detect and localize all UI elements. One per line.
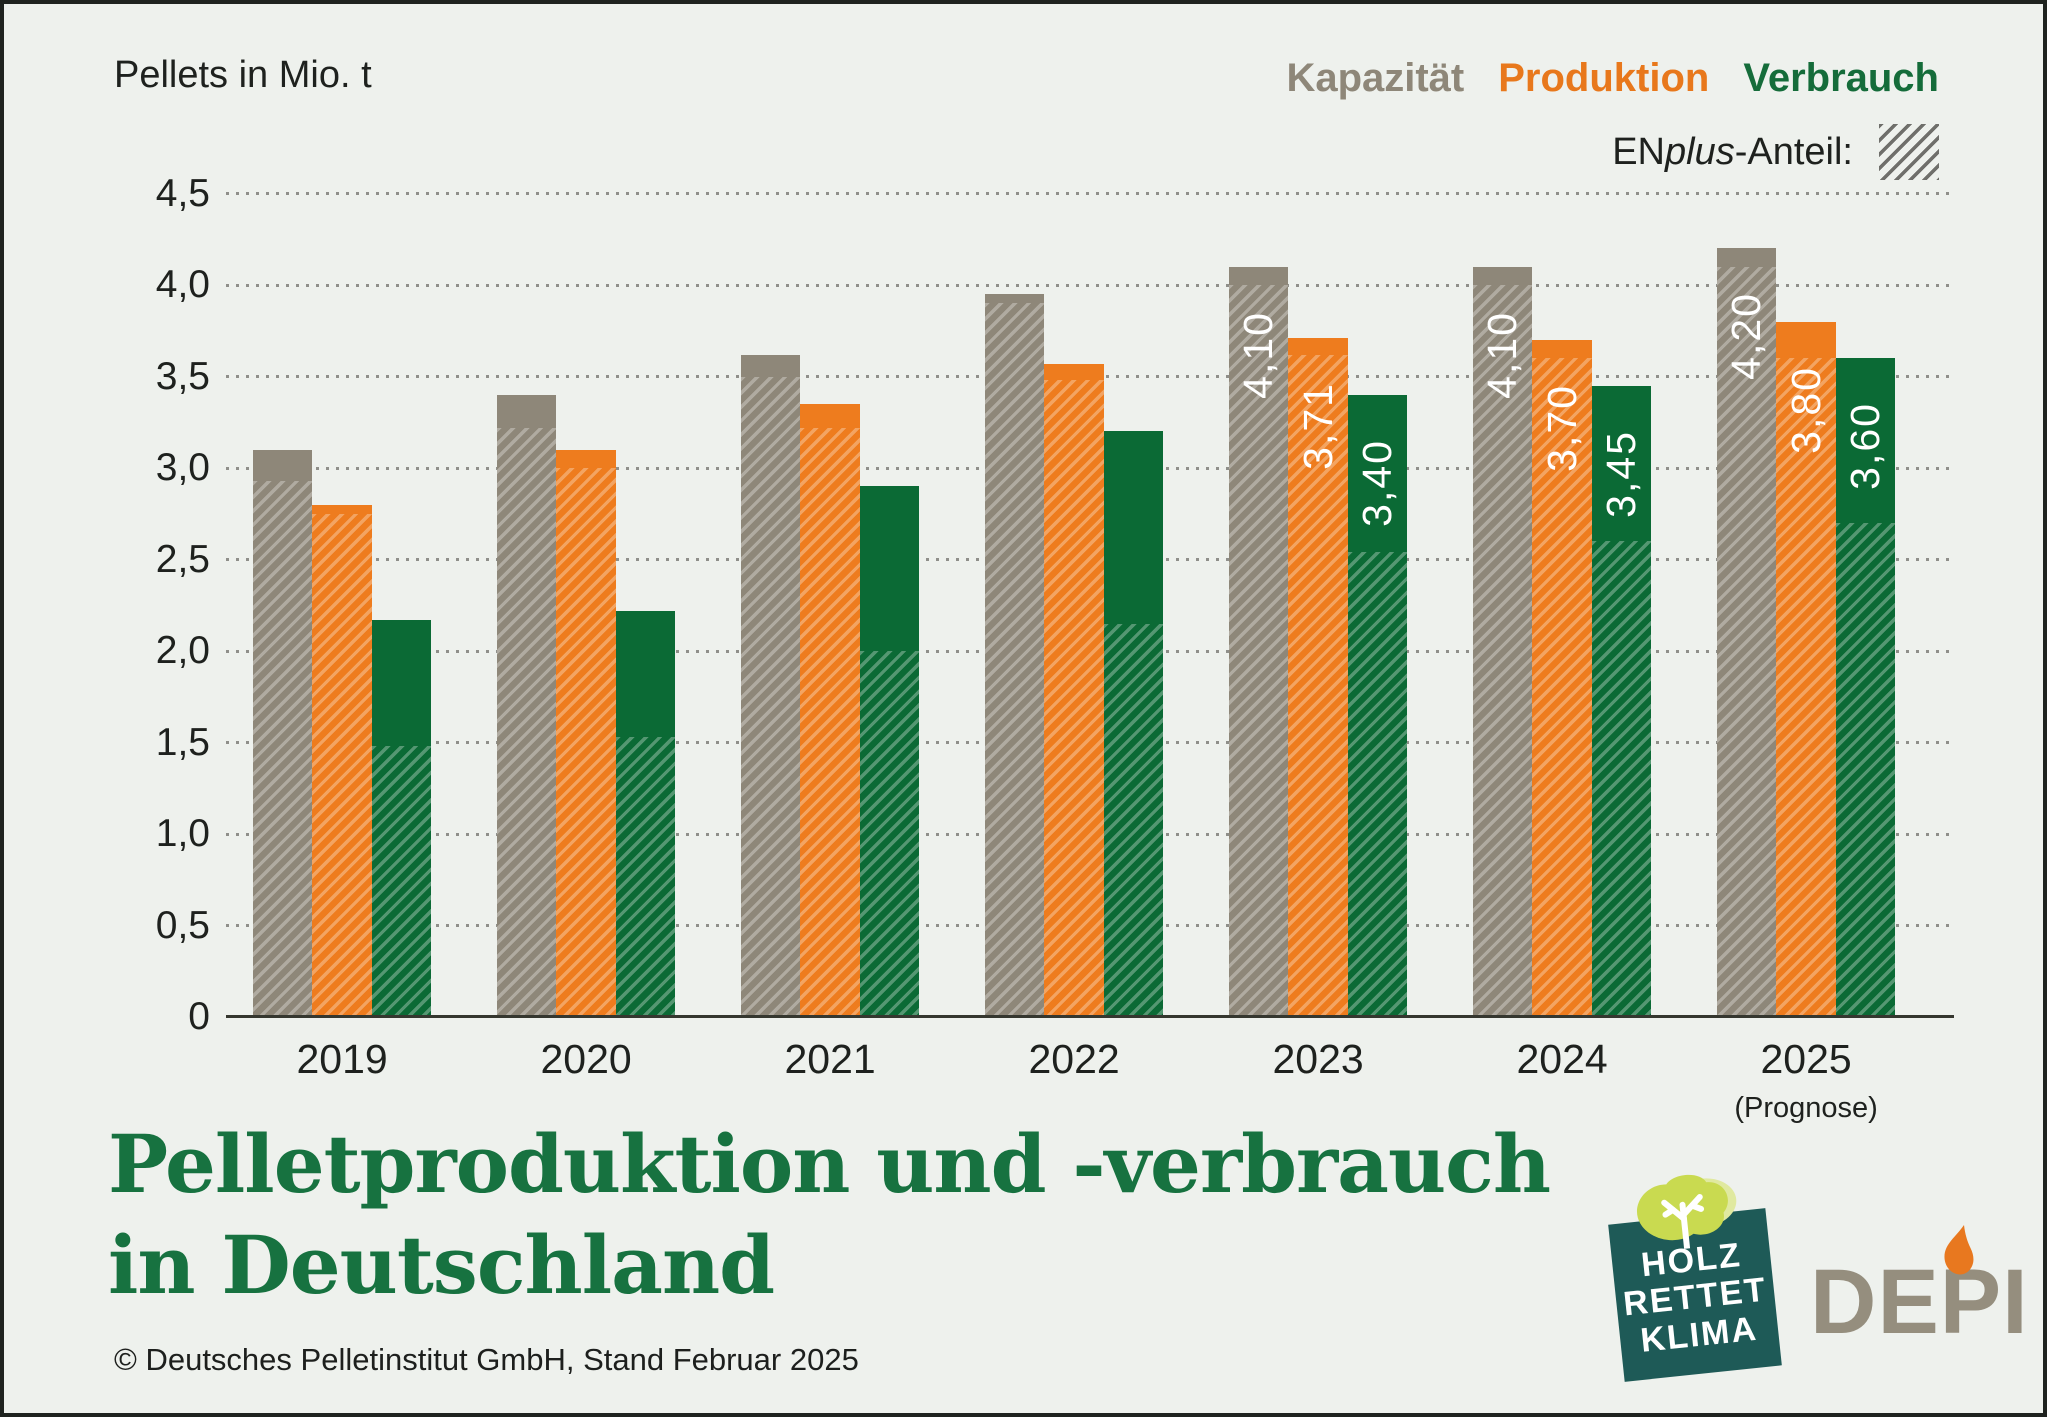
- enplus-hatch-produktion-2025: [1776, 358, 1836, 1017]
- enplus-legend-label: ENplus-Anteil:: [1612, 130, 1853, 173]
- bar-value-produktion-2024: 3,70: [1538, 383, 1585, 472]
- bar-value-kapazitaet-2025: 4,20: [1723, 292, 1770, 381]
- x-tick-2022: 2022: [1028, 1036, 1120, 1082]
- bar-verbrauch-2024: 3,45: [1591, 385, 1652, 1017]
- x-axis-line: [226, 1015, 1954, 1018]
- enplus-hatch-produktion-2019: [312, 513, 372, 1017]
- bar-kapazitaet-2019: [253, 449, 313, 1017]
- depi-logo: DEPI: [1810, 1225, 2029, 1353]
- bar-produktion-2019: [312, 504, 372, 1017]
- y-tick-1,0: 1,0: [155, 812, 210, 855]
- bar-verbrauch-2023: 3,40: [1347, 394, 1408, 1017]
- bar-kapazitaet-2023: 4,10: [1229, 266, 1289, 1017]
- enplus-hatch-verbrauch-2023: [1347, 552, 1408, 1017]
- chart-title-line2: in Deutschland: [108, 1217, 775, 1312]
- tree-crown-icon: [1636, 1175, 1737, 1252]
- enplus-hatch-produktion-2021: [800, 427, 860, 1017]
- bar-produktion-2021: [800, 403, 860, 1017]
- copyright-credit: © Deutsches Pelletinstitut GmbH, Stand F…: [114, 1342, 859, 1377]
- x-tick-2019: 2019: [296, 1036, 388, 1082]
- enplus-hatch-produktion-2020: [556, 468, 616, 1017]
- enplus-hatch-kapazitaet-2021: [741, 376, 801, 1017]
- enplus-hatch-kapazitaet-2020: [497, 427, 557, 1017]
- chart-title: Pelletproduktion und -verbrauch in Deuts…: [108, 1114, 1551, 1316]
- bar-verbrauch-2021: [859, 486, 920, 1017]
- enplus-hatch-kapazitaet-2019: [253, 480, 313, 1017]
- bar-produktion-2024: 3,70: [1532, 339, 1592, 1017]
- y-tick-3,0: 3,0: [155, 446, 210, 489]
- y-tick-3,5: 3,5: [155, 354, 210, 398]
- bar-verbrauch-2020: [615, 610, 676, 1017]
- y-tick-2,5: 2,5: [155, 537, 210, 581]
- bar-kapazitaet-2020: [497, 394, 557, 1017]
- y-axis-unit-label: Pellets in Mio. t: [114, 54, 372, 96]
- legend: Kapazität Produktion Verbrauch: [1286, 56, 1939, 101]
- chart-title-line1: Pelletproduktion und -verbrauch: [108, 1117, 1551, 1211]
- enplus-hatch-verbrauch-2019: [371, 746, 432, 1017]
- enplus-legend: ENplus-Anteil:: [1612, 124, 1939, 180]
- enplus-hatch-verbrauch-2020: [615, 737, 676, 1017]
- bar-value-produktion-2023: 3,71: [1294, 382, 1341, 470]
- x-tick-note-prognose: (Prognose): [1734, 1092, 1878, 1124]
- bar-kapazitaet-2024: 4,10: [1473, 266, 1533, 1017]
- y-tick-2,0: 2,0: [155, 629, 210, 672]
- bar-verbrauch-2025: 3,60: [1835, 358, 1896, 1017]
- bar-value-verbrauch-2023: 3,40: [1353, 438, 1400, 527]
- y-tick-4,0: 4,0: [155, 263, 210, 306]
- bar-value-produktion-2025: 3,80: [1782, 365, 1829, 454]
- x-tick-2025: 2025: [1760, 1036, 1852, 1082]
- hrk-logo-text: HOLZ RETTET KLIMA: [1621, 1236, 1769, 1360]
- enplus-hatch-kapazitaet-2025: [1717, 266, 1777, 1017]
- enplus-hatch-kapazitaet-2023: [1229, 285, 1289, 1017]
- enplus-hatch-kapazitaet-2024: [1473, 285, 1533, 1017]
- enplus-hatch-kapazitaet-2022: [985, 303, 1045, 1017]
- plot-area: 4,10 3,71 3,40 4,10 3,70 3,45 4,20 3,80 3,60: [226, 192, 1954, 1017]
- gridline-4,0: [226, 283, 1954, 287]
- enplus-hatch-verbrauch-2021: [859, 651, 920, 1017]
- enplus-hatch-produktion-2022: [1044, 380, 1104, 1017]
- legend-item-produktion: Produktion: [1498, 56, 1710, 100]
- bar-value-verbrauch-2024: 3,45: [1597, 429, 1644, 518]
- bar-kapazitaet-2022: [985, 294, 1045, 1017]
- enplus-hatch-swatch: [1879, 124, 1939, 180]
- enplus-hatch-verbrauch-2024: [1591, 541, 1652, 1017]
- gridline-4,5: [226, 192, 1954, 195]
- legend-item-kapazitaet: Kapazität: [1286, 56, 1465, 100]
- x-tick-2024: 2024: [1516, 1036, 1608, 1082]
- bar-produktion-2023: 3,71: [1288, 338, 1348, 1017]
- bar-produktion-2020: [556, 449, 616, 1017]
- bar-value-kapazitaet-2023: 4,10: [1235, 310, 1282, 399]
- x-tick-2021: 2021: [784, 1036, 876, 1082]
- depi-logo-text: DEPI: [1810, 1251, 2029, 1353]
- flame-icon: [1944, 1225, 1974, 1275]
- legend-item-verbrauch: Verbrauch: [1743, 56, 1939, 100]
- x-tick-2023: 2023: [1272, 1036, 1364, 1082]
- bar-produktion-2025: 3,80: [1776, 321, 1836, 1017]
- bar-produktion-2022: [1044, 363, 1104, 1017]
- bar-verbrauch-2022: [1103, 431, 1164, 1017]
- y-tick-4,5: 4,5: [155, 171, 210, 215]
- y-tick-1,5: 1,5: [155, 720, 210, 764]
- enplus-hatch-produktion-2024: [1532, 358, 1592, 1017]
- enplus-hatch-verbrauch-2025: [1835, 522, 1896, 1017]
- holz-rettet-klima-logo: HOLZ RETTET KLIMA: [1608, 1175, 1782, 1382]
- y-tick-0,5: 0,5: [155, 903, 210, 947]
- bar-value-verbrauch-2025: 3,60: [1841, 402, 1888, 491]
- bar-kapazitaet-2025: 4,20: [1717, 248, 1777, 1017]
- enplus-hatch-produktion-2023: [1288, 354, 1348, 1017]
- enplus-hatch-verbrauch-2022: [1103, 623, 1164, 1017]
- bar-value-kapazitaet-2024: 4,10: [1479, 310, 1526, 399]
- bar-verbrauch-2019: [371, 619, 432, 1017]
- x-tick-2020: 2020: [540, 1036, 632, 1082]
- bar-kapazitaet-2021: [741, 354, 801, 1017]
- y-tick-0: 0: [188, 995, 210, 1038]
